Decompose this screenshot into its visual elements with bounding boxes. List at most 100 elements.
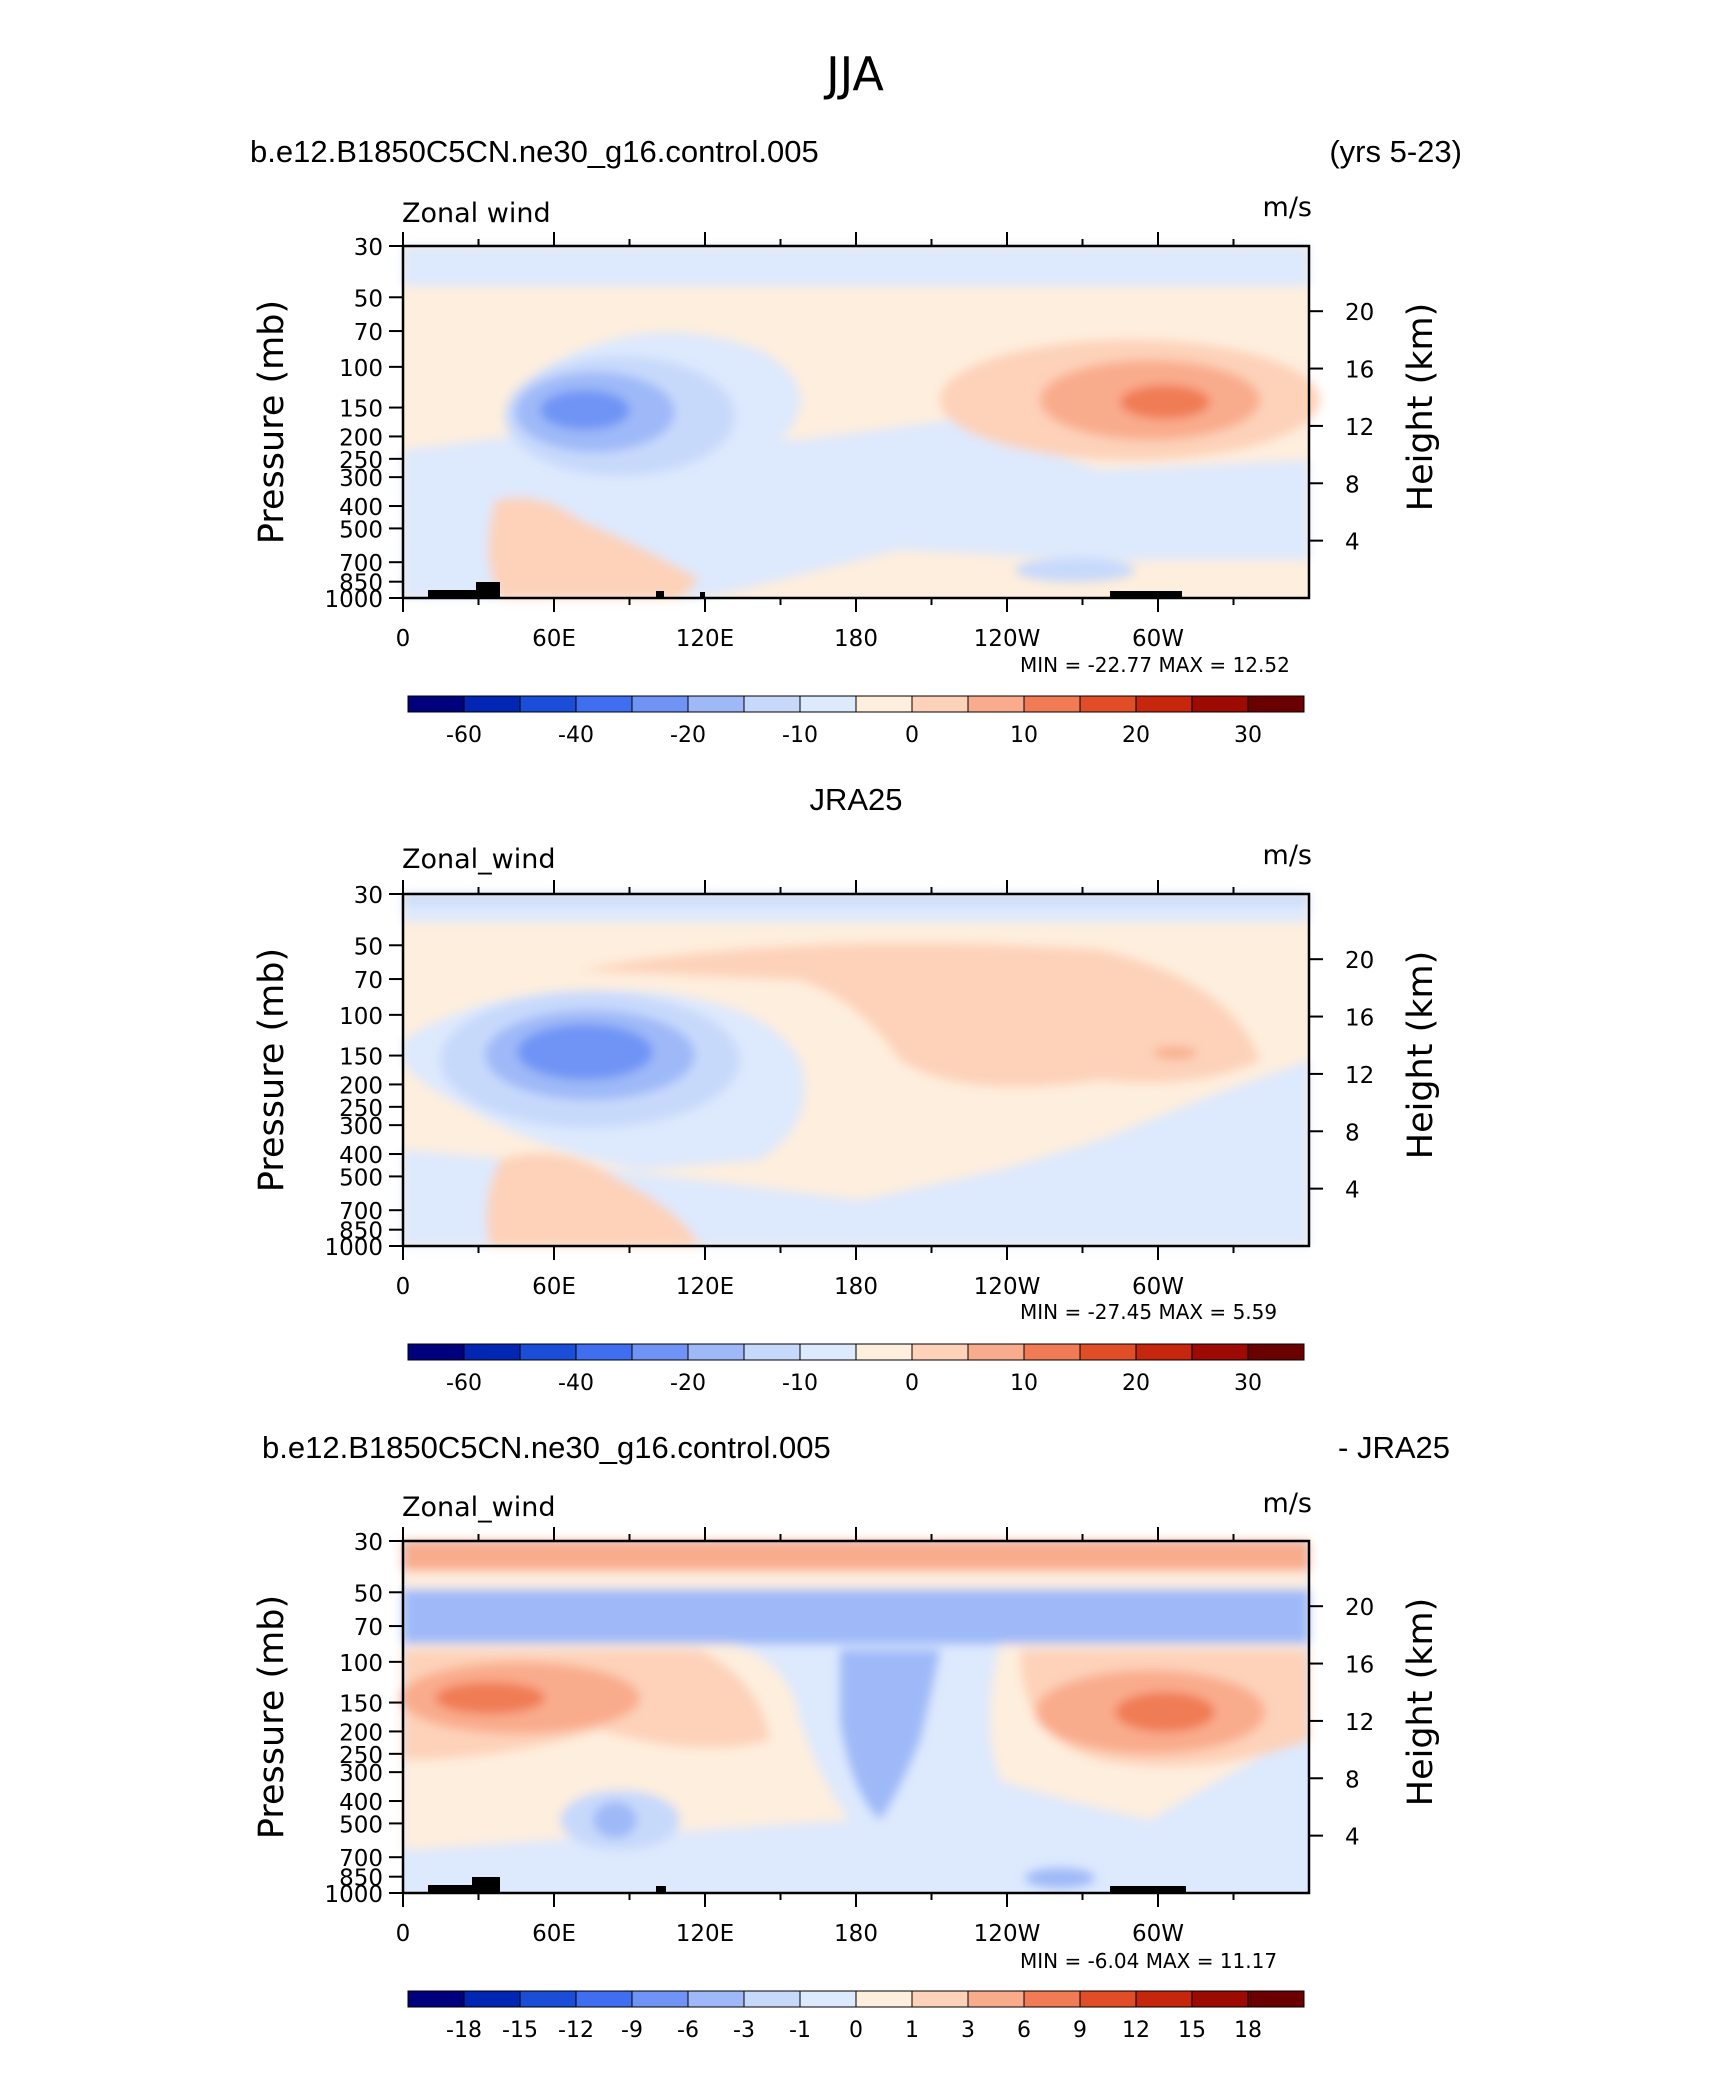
panel-2-units: m/s: [1263, 840, 1312, 871]
panel-1-min-max: MIN = -22.77 MAX = 12.52: [1020, 653, 1290, 677]
panel-3-units: m/s: [1263, 1488, 1312, 1519]
pressure-tick-label: 400: [339, 1143, 383, 1169]
colorbar-label: -1: [789, 2018, 811, 2043]
colorbar-swatch: [855, 1343, 913, 1361]
longitude-tick-label: 180: [834, 626, 878, 652]
colorbar-label: -60: [446, 1371, 482, 1396]
colorbar-swatch: [743, 1990, 801, 2008]
height-tick-label: 4: [1345, 1178, 1360, 1204]
height-tick-label: 20: [1345, 1595, 1374, 1621]
pressure-tick-label: 1000: [324, 587, 383, 613]
y-axis-title: Pressure (mb): [252, 948, 292, 1192]
height-tick-label: 12: [1345, 1063, 1374, 1089]
panel-3-title-right: - JRA25: [1338, 1430, 1450, 1465]
colorbar-swatch: [1023, 1990, 1081, 2008]
panel-3-top-band: [403, 1541, 1309, 1571]
colorbar-swatch: [519, 1990, 577, 2008]
longitude-tick-label: 0: [396, 1921, 411, 1947]
pressure-tick-label: 300: [339, 466, 383, 492]
pressure-tick-label: 30: [354, 883, 383, 909]
longitude-tick-label: 120W: [974, 1921, 1041, 1947]
panel-1-lower-easterly: [1015, 558, 1135, 582]
panel-1-topography: [476, 582, 500, 598]
colorbar-label: -10: [782, 1371, 818, 1396]
colorbar-swatch: [1247, 1990, 1305, 2008]
longitude-tick-label: 60E: [532, 1921, 576, 1947]
colorbar-label: 30: [1234, 1371, 1262, 1396]
colorbar-swatch: [1135, 1343, 1193, 1361]
panel-1-colorbar: -60 -40 -20 -10 0 10 20 30: [407, 695, 1305, 748]
colorbar-swatch: [463, 1343, 521, 1361]
colorbar-label: 12: [1122, 2018, 1150, 2043]
colorbar-swatch: [911, 1343, 969, 1361]
colorbar-label: 9: [1073, 2018, 1087, 2043]
colorbar-swatch: [855, 1990, 913, 2008]
panel-1-topography: [700, 592, 705, 598]
colorbar-swatch: [575, 1343, 633, 1361]
colorbar-swatch: [687, 1990, 745, 2008]
panel-2-lower-westerly: [486, 1153, 700, 1246]
colorbar-swatch: [911, 695, 969, 713]
longitude-tick-label: 0: [396, 626, 411, 652]
y-axis-title: Pressure (mb): [252, 1595, 292, 1839]
colorbar-swatch: [687, 695, 745, 713]
height-tick-label: 4: [1345, 1825, 1360, 1851]
pressure-tick-label: 50: [354, 934, 383, 960]
longitude-tick-label: 120W: [974, 1274, 1041, 1300]
colorbar-swatch: [631, 695, 689, 713]
colorbar-label: -3: [733, 2018, 755, 2043]
colorbar-label: 15: [1178, 2018, 1206, 2043]
colorbar-label: 0: [905, 1371, 919, 1396]
pressure-tick-label: 300: [339, 1761, 383, 1787]
panel-2-westerly-c2: [1153, 1047, 1197, 1059]
panel-3-top-band-edge: [403, 1571, 1309, 1589]
colorbar-swatch: [911, 1990, 969, 2008]
panel-3-topography: [656, 1886, 666, 1893]
pressure-tick-label: 1000: [324, 1235, 383, 1261]
colorbar-label: -9: [621, 2018, 643, 2043]
longitude-tick-label: 60E: [532, 1274, 576, 1300]
colorbar-swatch: [799, 695, 857, 713]
panel-2-variable-label: Zonal_wind: [402, 844, 556, 875]
panel-3-lower-neg-core: [593, 1802, 637, 1838]
colorbar-swatch: [631, 1343, 689, 1361]
panel-1-topography: [428, 590, 488, 598]
colorbar-label: 20: [1122, 1371, 1150, 1396]
height-tick-label: 12: [1345, 1710, 1374, 1736]
pressure-tick-label: 50: [354, 286, 383, 312]
colorbar-swatch: [463, 695, 521, 713]
longitude-tick-label: 180: [834, 1921, 878, 1947]
longitude-tick-label: 120E: [676, 1274, 734, 1300]
panel-2-easterly-c3: [517, 1024, 653, 1080]
height-tick-label: 16: [1345, 1006, 1374, 1032]
pressure-tick-label: 50: [354, 1581, 383, 1607]
pressure-tick-label: 100: [339, 1651, 383, 1677]
panel-3-topography: [1110, 1886, 1186, 1893]
colorbar-label: 1: [905, 2018, 919, 2043]
longitude-tick-label: 60E: [532, 626, 576, 652]
panel-2-strat-band-core: [403, 894, 1309, 904]
pressure-tick-label: 200: [339, 1073, 383, 1099]
y-axis-right-title: Height (km): [1401, 1598, 1441, 1807]
colorbar-swatch: [1023, 1343, 1081, 1361]
pressure-tick-label: 200: [339, 425, 383, 451]
height-tick-label: 20: [1345, 948, 1374, 974]
panel-3-min-max: MIN = -6.04 MAX = 11.17: [1020, 1949, 1277, 1973]
colorbar-swatch: [1135, 1990, 1193, 2008]
colorbar-label: -40: [558, 723, 594, 748]
colorbar-label: 10: [1010, 1371, 1038, 1396]
pressure-tick-label: 500: [339, 1165, 383, 1191]
colorbar-swatch: [1079, 1990, 1137, 2008]
pressure-tick-label: 300: [339, 1114, 383, 1140]
y-axis-right-title: Height (km): [1401, 303, 1441, 512]
height-tick-label: 8: [1345, 1120, 1360, 1146]
pressure-tick-label: 70: [354, 320, 383, 346]
panel-3-title-left: b.e12.B1850C5CN.ne30_g16.control.005: [262, 1430, 831, 1465]
colorbar-swatch: [631, 1990, 689, 2008]
panel-2-westerly-c1: [580, 943, 1260, 1087]
longitude-tick-label: 180: [834, 1274, 878, 1300]
longitude-tick-label: 120W: [974, 626, 1041, 652]
pressure-tick-label: 150: [339, 1045, 383, 1071]
colorbar-label: -40: [558, 1371, 594, 1396]
